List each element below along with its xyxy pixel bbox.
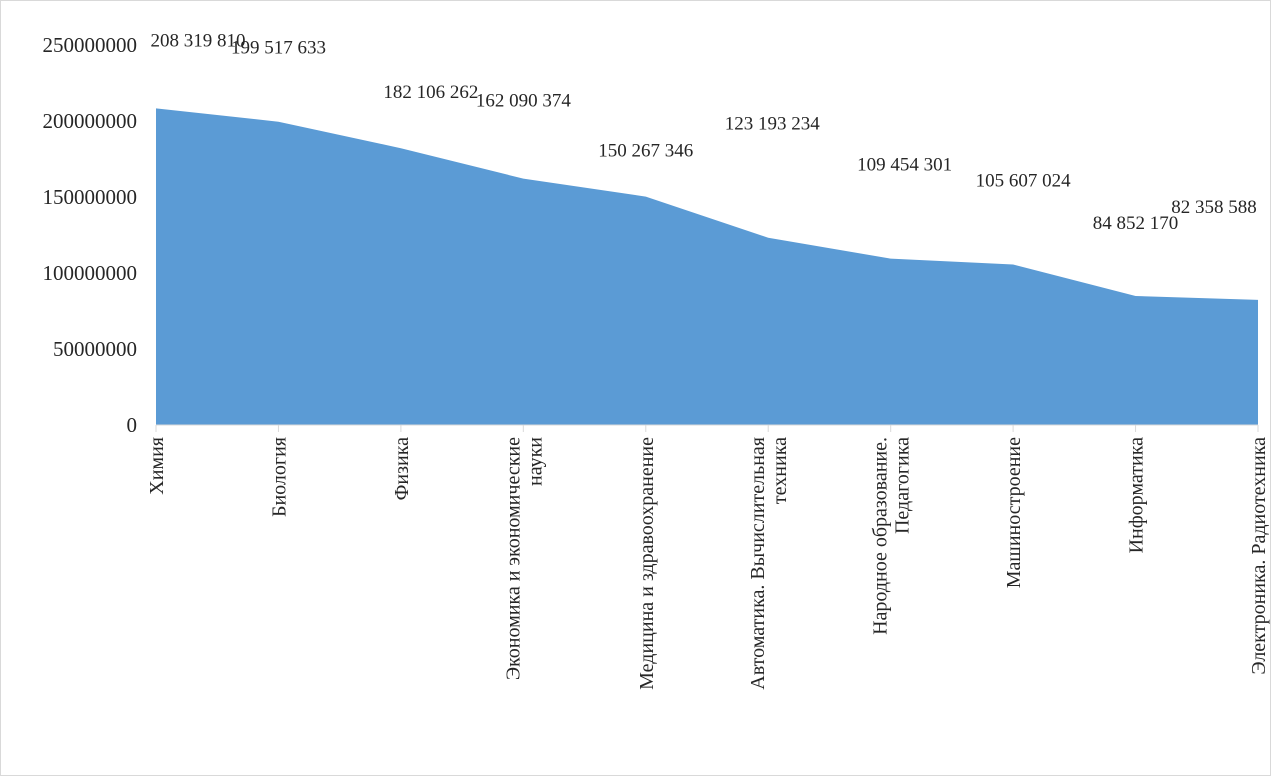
y-tick-label: 0 — [127, 413, 138, 437]
x-tick-label: Машиностроение — [1003, 437, 1025, 588]
y-tick-label: 50000000 — [53, 337, 137, 361]
area-layer — [156, 108, 1258, 426]
data-label: 182 106 262 — [383, 82, 478, 103]
data-label: 82 358 588 — [1171, 197, 1257, 218]
x-tick-label-text: Химия — [146, 437, 168, 495]
x-tick-label-text: Народное образование.Педагогика — [870, 437, 914, 635]
data-label: 199 517 633 — [231, 38, 326, 59]
x-tick-label: Автоматика. Вычислительнаятехника — [747, 437, 791, 690]
data-label: 105 607 024 — [976, 170, 1072, 191]
x-tick-label: Экономика и экономическиенауки — [502, 437, 546, 680]
x-tick-label-text: Экономика и экономическиенауки — [502, 437, 546, 680]
y-tick-label: 150000000 — [43, 185, 138, 209]
data-label: 123 193 234 — [725, 114, 821, 135]
data-label: 208 319 810 — [151, 30, 246, 51]
x-tick-label: Информатика — [1126, 437, 1148, 554]
x-tick-label: Медицина и здравоохранение — [636, 437, 658, 690]
y-axis-ticks: 0 50000000 100000000 150000000 200000000 2500… — [43, 33, 138, 437]
x-tick-label-text: Медицина и здравоохранение — [636, 437, 658, 690]
area-series — [156, 108, 1258, 426]
data-label: 162 090 374 — [476, 91, 572, 112]
x-tick-label: Химия — [146, 437, 168, 495]
x-tick-label-text: Электроника. Радиотехника — [1248, 437, 1270, 675]
x-tick-label: Народное образование.Педагогика — [870, 437, 914, 635]
x-tick-label-text: Информатика — [1126, 437, 1148, 554]
y-tick-label: 250000000 — [43, 33, 138, 57]
data-label: 150 267 346 — [598, 141, 693, 162]
x-tick-label-text: Автоматика. Вычислительнаятехника — [747, 437, 791, 690]
y-tick-label: 100000000 — [43, 261, 138, 285]
x-tick-label: Биология — [268, 437, 290, 517]
x-tick-label: Физика — [391, 437, 413, 501]
x-tick-label: Электроника. Радиотехника — [1248, 437, 1270, 675]
x-tick-label-text: Физика — [391, 437, 413, 501]
y-tick-label: 200000000 — [43, 109, 138, 133]
x-axis-labels: Химия Биология Физика Экономика и экономиче… — [146, 437, 1270, 690]
axis-layer — [155, 424, 1259, 432]
data-label: 109 454 301 — [857, 155, 952, 176]
x-tick-label-text: Машиностроение — [1003, 437, 1025, 588]
x-tick-label-text: Биология — [268, 437, 290, 517]
data-label: 84 852 170 — [1093, 213, 1179, 234]
